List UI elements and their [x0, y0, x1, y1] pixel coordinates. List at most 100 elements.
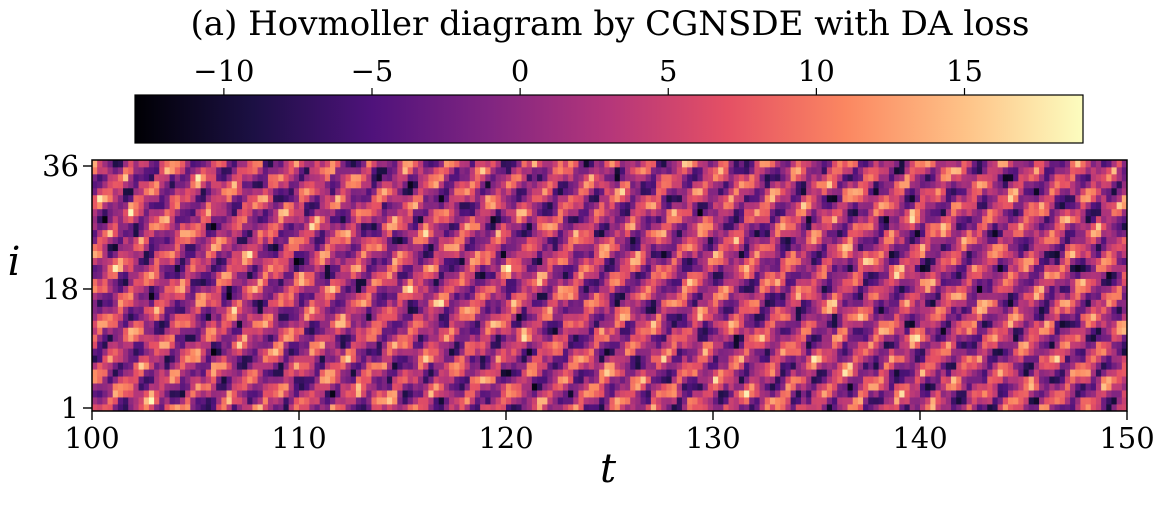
heatmap-cell	[361, 187, 367, 196]
heatmap-cell	[123, 341, 129, 349]
heatmap-cell	[723, 243, 729, 252]
heatmap-cell	[728, 390, 735, 398]
heatmap-cell	[718, 285, 724, 293]
heatmap-cell	[511, 271, 517, 279]
heatmap-cell	[449, 271, 455, 279]
heatmap-cell	[128, 376, 134, 384]
heatmap-cell	[340, 355, 346, 363]
heatmap-cell	[164, 257, 171, 265]
heatmap-cell	[428, 166, 434, 175]
heatmap-cell	[619, 383, 626, 391]
heatmap-cell	[578, 285, 585, 293]
heatmap-cell	[733, 341, 740, 349]
heatmap-cell	[433, 355, 440, 363]
heatmap-cell	[573, 201, 579, 210]
heatmap-cell	[506, 215, 512, 224]
heatmap-cell	[330, 201, 336, 210]
heatmap-cell	[661, 355, 667, 363]
heatmap-cell	[578, 369, 585, 377]
heatmap-cell	[469, 348, 476, 356]
heatmap-cell	[397, 292, 403, 300]
heatmap-cell	[262, 285, 269, 293]
heatmap-cell	[92, 397, 98, 405]
heatmap-cell	[645, 201, 652, 210]
heatmap-cell	[309, 390, 315, 398]
heatmap-cell	[407, 320, 414, 328]
heatmap-cell	[583, 173, 590, 182]
heatmap-cell	[257, 348, 264, 356]
heatmap-cell	[599, 201, 605, 210]
heatmap-cell	[521, 215, 528, 224]
heatmap-cell	[780, 313, 786, 321]
heatmap-cell	[707, 208, 714, 217]
heatmap-cell	[645, 222, 652, 231]
heatmap-cell	[573, 292, 579, 300]
heatmap-cell	[588, 327, 595, 335]
heatmap-cell	[800, 390, 807, 398]
heatmap-cell	[371, 229, 378, 238]
heatmap-cell	[438, 327, 445, 335]
heatmap-cell	[630, 250, 636, 259]
heatmap-cell	[190, 187, 196, 196]
heatmap-cell	[299, 257, 305, 265]
heatmap-cell	[428, 404, 434, 412]
heatmap-cell	[376, 341, 383, 349]
heatmap-cell	[692, 222, 698, 231]
heatmap-cell	[211, 327, 217, 335]
heatmap-cell	[200, 236, 207, 245]
heatmap-cell	[754, 236, 760, 245]
heatmap-cell	[231, 397, 238, 405]
heatmap-cell	[485, 208, 491, 217]
heatmap-cell	[537, 278, 543, 286]
heatmap-cell	[195, 264, 202, 272]
heatmap-cell	[495, 180, 502, 189]
heatmap-cell	[392, 334, 398, 342]
heatmap-cell	[195, 160, 202, 168]
heatmap-cell	[319, 404, 326, 412]
heatmap-cell	[428, 285, 434, 293]
heatmap-cell	[164, 201, 171, 210]
heatmap-cell	[630, 383, 636, 391]
heatmap-cell	[552, 243, 559, 252]
heatmap-cell	[568, 257, 574, 265]
heatmap-cell	[247, 194, 253, 203]
heatmap-cell	[469, 243, 476, 252]
heatmap-cell	[299, 166, 305, 175]
heatmap-cell	[92, 334, 98, 342]
heatmap-cell	[687, 166, 693, 175]
heatmap-cell	[780, 271, 786, 279]
colorbar-tick-label: −5	[351, 54, 394, 88]
heatmap-cell	[309, 187, 315, 196]
heatmap-cell	[490, 160, 497, 168]
heatmap-cell	[547, 201, 553, 210]
heatmap-cell	[749, 348, 755, 356]
heatmap-cell	[402, 376, 409, 384]
heatmap-cell	[630, 313, 636, 321]
heatmap-cell	[619, 355, 626, 363]
heatmap-cell	[800, 160, 807, 168]
heatmap-cell	[200, 257, 207, 265]
heatmap-cell	[464, 201, 471, 210]
heatmap-cell	[754, 264, 760, 272]
heatmap-cell	[474, 348, 481, 356]
heatmap-cell	[252, 222, 258, 231]
heatmap-cell	[443, 208, 450, 217]
heatmap-cell	[568, 299, 574, 307]
heatmap-cell	[304, 306, 310, 314]
heatmap-cell	[361, 257, 367, 265]
heatmap-cell	[433, 390, 440, 398]
heatmap-cell	[138, 257, 145, 265]
heatmap-cell	[593, 285, 600, 293]
heatmap-cell	[454, 278, 460, 286]
heatmap-cell	[138, 194, 145, 203]
heatmap-cell	[376, 180, 383, 189]
heatmap-cell	[754, 194, 760, 203]
heatmap-cell	[604, 257, 610, 265]
heatmap-cell	[723, 250, 729, 259]
heatmap-cell	[697, 187, 704, 196]
heatmap-cell	[687, 299, 693, 307]
heatmap-cell	[542, 278, 548, 286]
heatmap-cell	[790, 160, 797, 168]
heatmap-cell	[578, 180, 585, 189]
heatmap-cell	[516, 404, 522, 412]
